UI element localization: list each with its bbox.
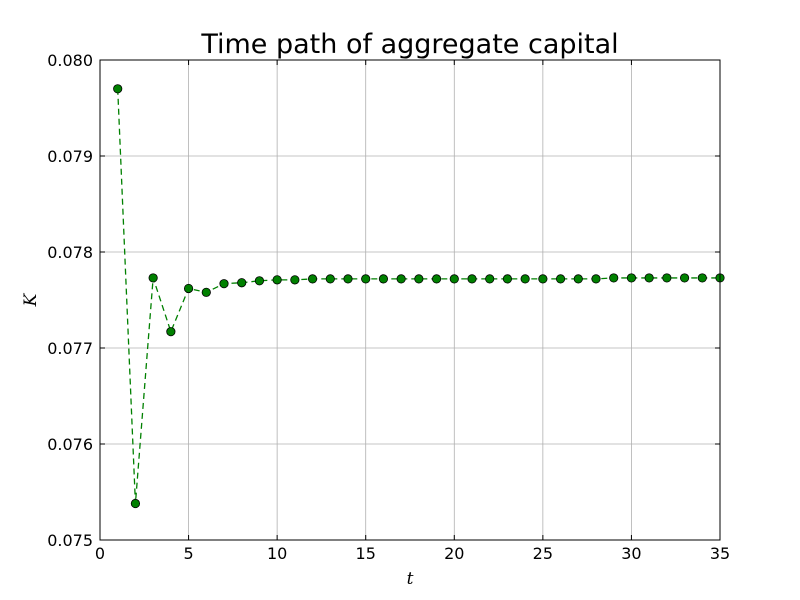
series-k-point	[449, 274, 459, 284]
series-k-point	[219, 279, 229, 289]
series-k-point	[148, 273, 158, 283]
series-k-point	[183, 283, 194, 294]
chart-title: Time path of aggregate capital	[200, 29, 618, 60]
x-tick-label: 25	[533, 544, 553, 563]
x-axis-label: t	[407, 569, 414, 589]
x-tick-label: 0	[95, 544, 105, 563]
series-k-line	[117, 88, 720, 504]
series-k-point	[467, 274, 477, 284]
series-k-point	[609, 273, 619, 283]
series-k-point	[644, 273, 654, 283]
y-tick-label: 0.075	[47, 531, 93, 550]
x-tick-label: 15	[356, 544, 376, 563]
y-tick-label: 0.078	[47, 243, 93, 262]
series-k-point	[538, 274, 548, 284]
series-k-point	[113, 84, 123, 94]
axis-tick-labels: 0 5 10 15 20 25 30 35 0.075 0.076 0.077 0.078 0.079 0…	[47, 51, 730, 563]
series-k-point	[361, 274, 371, 284]
series-k-point	[679, 273, 690, 283]
series-k-point	[697, 273, 707, 283]
series-k-point	[573, 274, 583, 284]
plot-area-frame	[99, 59, 721, 541]
series-k-point	[662, 273, 672, 283]
series-k-point	[396, 274, 406, 284]
series-k-point	[325, 274, 335, 284]
series-k-point	[414, 274, 424, 284]
x-tick-label: 5	[183, 544, 193, 563]
axis-ticks	[99, 59, 721, 541]
series-k-point	[626, 273, 637, 283]
x-tick-label: 10	[267, 544, 287, 563]
series-k-point	[378, 274, 389, 284]
series-k-point	[431, 274, 442, 284]
series-k-point	[290, 275, 300, 285]
series-k-point	[485, 274, 495, 284]
series-k-point	[591, 274, 601, 284]
y-tick-label: 0.079	[47, 147, 93, 166]
series-k-line-layer	[117, 88, 720, 504]
y-tick-label: 0.076	[47, 435, 93, 454]
series-k-point	[130, 498, 141, 509]
series-k-point	[555, 274, 566, 284]
series-k-point	[272, 275, 282, 285]
x-tick-label: 30	[621, 544, 641, 563]
x-tick-label: 35	[710, 544, 730, 563]
series-k-point	[254, 276, 265, 286]
series-k-point	[343, 274, 353, 284]
x-tick-label: 20	[444, 544, 464, 563]
y-tick-label: 0.077	[47, 339, 93, 358]
y-axis-label: K	[21, 292, 41, 307]
series-k-point	[520, 274, 530, 284]
y-tick-label: 0.080	[47, 51, 93, 70]
series-k-point	[237, 278, 247, 288]
series-k-point	[502, 274, 513, 284]
series-k-point	[201, 287, 211, 297]
series-k-point	[166, 327, 176, 337]
series-k-point	[307, 274, 318, 284]
